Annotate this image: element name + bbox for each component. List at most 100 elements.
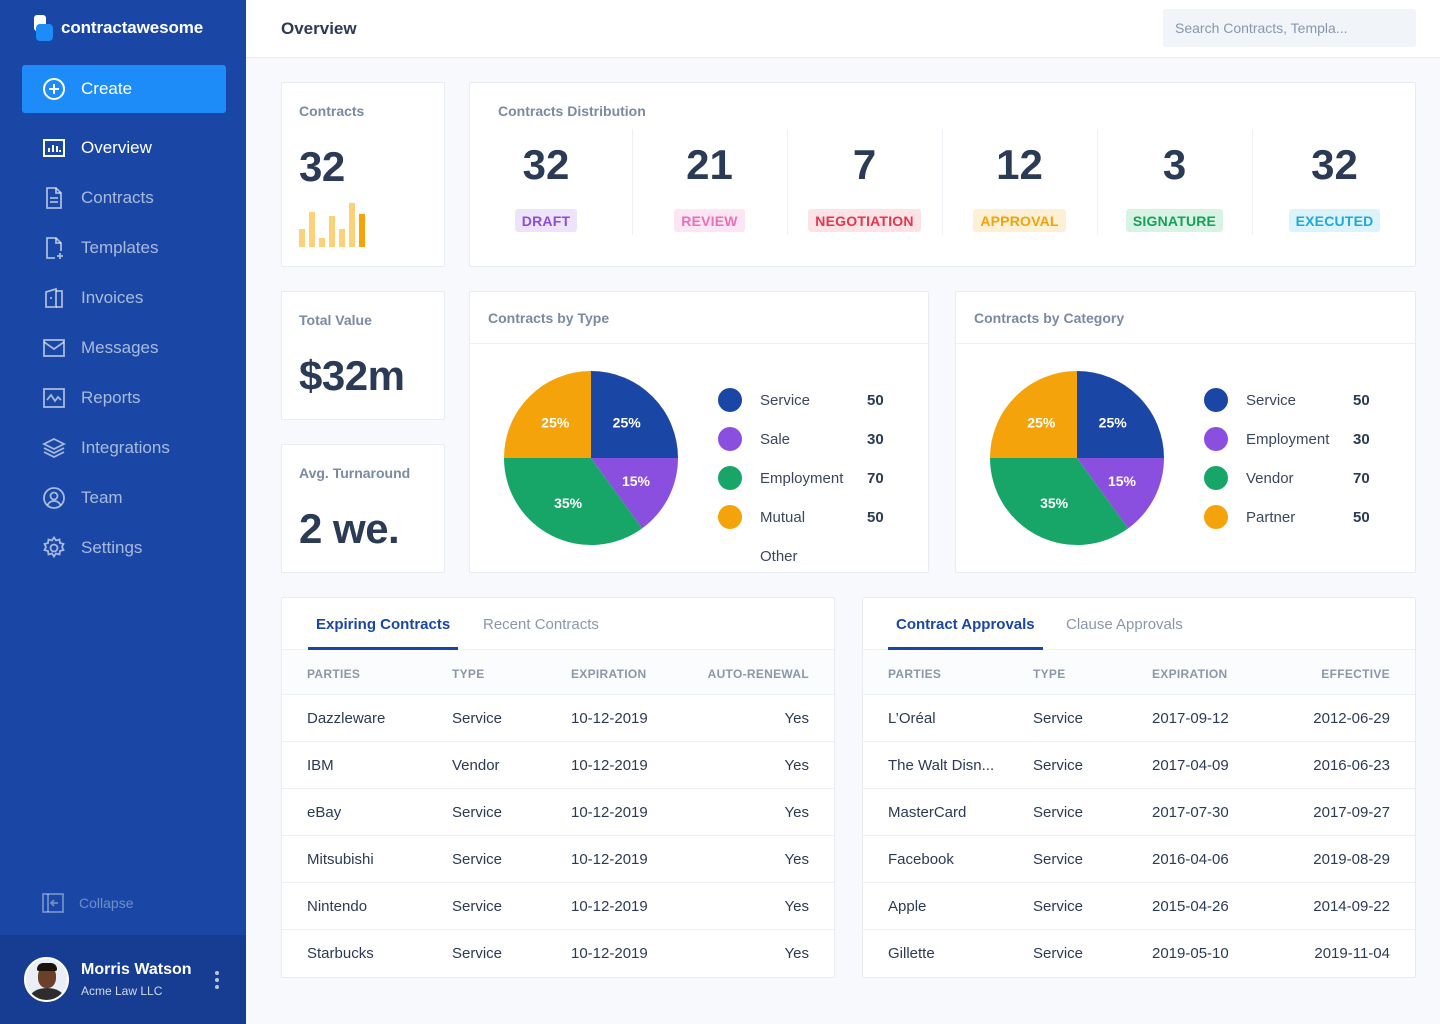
distribution-executed[interactable]: 32 EXECUTED — [1252, 129, 1417, 235]
distribution-count: 21 — [686, 141, 733, 188]
column-header[interactable]: AUTO-RENEWAL — [707, 667, 809, 681]
legend-item[interactable]: Mutual 50 — [718, 505, 884, 529]
sidebar-item-contracts[interactable]: Contracts — [0, 173, 246, 223]
create-button[interactable]: Create — [22, 65, 226, 113]
pie-slice[interactable] — [504, 458, 643, 545]
table-row[interactable]: The Walt Disn... Service 2017-04-09 2016-06… — [863, 742, 1415, 789]
pie-slice[interactable] — [1077, 371, 1164, 458]
mail-icon — [42, 336, 66, 360]
pie-slice[interactable] — [990, 458, 1129, 545]
table-cell: Service — [1033, 804, 1084, 821]
legend-value: 70 — [867, 469, 884, 487]
legend-item[interactable]: Partner 50 — [1204, 505, 1370, 529]
sidebar-item-label: Contracts — [81, 188, 154, 207]
sidebar-item-reports[interactable]: Reports — [0, 373, 246, 423]
table-cell: MasterCard — [888, 804, 967, 821]
table-cell: Service — [1033, 945, 1084, 962]
table-row[interactable]: Nintendo Service 10-12-2019 Yes — [282, 883, 834, 930]
pie-slice[interactable] — [504, 371, 591, 458]
distribution-review[interactable]: 21 REVIEW — [632, 129, 787, 235]
sidebar-item-templates[interactable]: Templates — [0, 223, 246, 273]
table-cell: 2019-11-04 — [1314, 945, 1390, 962]
sidebar-item-messages[interactable]: Messages — [0, 323, 246, 373]
spark-bar — [309, 212, 315, 247]
column-header[interactable]: EXPIRATION — [1152, 667, 1228, 681]
table-row[interactable]: Facebook Service 2016-04-06 2019-08-29 — [863, 836, 1415, 883]
tab-recent-contracts[interactable]: Recent Contracts — [483, 615, 599, 633]
table-cell: Service — [1033, 898, 1084, 915]
pie-slice-label: 25% — [1099, 414, 1128, 430]
divider — [787, 129, 788, 235]
sidebar-item-overview[interactable]: Overview — [0, 123, 246, 173]
user-profile[interactable]: Morris Watson Acme Law LLC — [0, 935, 246, 1024]
spark-bar — [319, 238, 325, 247]
distribution-approval[interactable]: 12 APPROVAL — [942, 129, 1097, 235]
search-input[interactable] — [1163, 9, 1416, 47]
chart-title: Contracts by Type — [488, 310, 610, 326]
contracts-value: 32 — [299, 143, 345, 190]
legend-item[interactable]: Service 50 — [718, 388, 884, 412]
legend-item[interactable]: Employment 30 — [1204, 427, 1370, 451]
table-cell: The Walt Disn... — [888, 757, 995, 774]
table-cell: Service — [1033, 757, 1084, 774]
table-row[interactable]: Mitsubishi Service 10-12-2019 Yes — [282, 836, 834, 883]
column-header[interactable]: EXPIRATION — [571, 667, 647, 681]
distribution-count: 7 — [852, 141, 877, 188]
tab-clause-approvals[interactable]: Clause Approvals — [1066, 615, 1183, 633]
legend-item[interactable]: Service 50 — [1204, 388, 1370, 412]
legend-item[interactable]: Sale 30 — [718, 427, 884, 451]
column-header[interactable]: TYPE — [452, 667, 485, 681]
table-cell: Service — [452, 945, 503, 962]
legend-label: Mutual — [760, 508, 806, 526]
kebab-menu-icon[interactable] — [214, 971, 220, 991]
tab-contract-approvals[interactable]: Contract Approvals — [888, 598, 1043, 650]
sidebar-item-integrations[interactable]: Integrations — [0, 423, 246, 473]
distribution-signature[interactable]: 3 SIGNATURE — [1097, 129, 1252, 235]
pie-slice[interactable] — [1077, 458, 1164, 529]
status-badge: REVIEW — [674, 209, 745, 232]
legend-item[interactable]: Employment 70 — [718, 466, 884, 490]
pie-slice-label: 15% — [1108, 473, 1137, 489]
distribution-count: 12 — [996, 141, 1043, 188]
legend-item[interactable]: Other — [718, 544, 867, 568]
table-row[interactable]: Starbucks Service 10-12-2019 Yes — [282, 930, 834, 977]
pie-slice[interactable] — [591, 371, 678, 458]
table-row[interactable]: Gillette Service 2019-05-10 2019-11-04 — [863, 930, 1415, 977]
sidebar-item-team[interactable]: Team — [0, 473, 246, 523]
table-row[interactable]: Dazzleware Service 10-12-2019 Yes — [282, 695, 834, 742]
column-header[interactable]: PARTIES — [888, 667, 942, 681]
table-cell: Service — [1033, 710, 1084, 727]
table-cell: Mitsubishi — [307, 851, 374, 868]
sidebar-item-label: Settings — [81, 538, 143, 557]
sidebar-item-settings[interactable]: Settings — [0, 523, 246, 573]
table-row[interactable]: L’Oréal Service 2017-09-12 2012-06-29 — [863, 695, 1415, 742]
table-row[interactable]: eBay Service 10-12-2019 Yes — [282, 789, 834, 836]
legend-label: Partner — [1246, 508, 1296, 526]
pie-slice[interactable] — [591, 458, 678, 529]
table-cell: 2017-09-27 — [1313, 804, 1390, 821]
table-row[interactable]: Apple Service 2015-04-26 2014-09-22 — [863, 883, 1415, 930]
column-header[interactable]: EFFECTIVE — [1321, 667, 1390, 681]
column-header[interactable]: TYPE — [1033, 667, 1066, 681]
pie-slice[interactable] — [990, 371, 1077, 458]
table-cell: Yes — [784, 851, 809, 868]
table-cell: Yes — [784, 710, 809, 727]
distribution-negotiation[interactable]: 7 NEGOTIATION — [787, 129, 942, 235]
divider — [632, 129, 633, 235]
sidebar-item-invoices[interactable]: Invoices — [0, 273, 246, 323]
tab-expiring-contracts[interactable]: Expiring Contracts — [308, 598, 459, 650]
column-header[interactable]: PARTIES — [307, 667, 361, 681]
status-badge: DRAFT — [514, 209, 578, 232]
collapse-button[interactable]: Collapse — [42, 892, 133, 914]
table-cell: Service — [452, 710, 503, 727]
contracts-by-category-card: Contracts by Category 25% 15% 35% 25% Servi… — [955, 291, 1416, 573]
distribution-count: 32 — [1311, 141, 1358, 188]
legend-swatch — [718, 388, 742, 412]
brand-logo[interactable]: contractawesome — [34, 14, 203, 42]
table-row[interactable]: MasterCard Service 2017-07-30 2017-09-27 — [863, 789, 1415, 836]
distribution-count: 3 — [1162, 141, 1187, 188]
legend-item[interactable]: Vendor 70 — [1204, 466, 1370, 490]
table-row[interactable]: IBM Vendor 10-12-2019 Yes — [282, 742, 834, 789]
distribution-draft[interactable]: 32 DRAFT — [470, 129, 622, 235]
pie-slice-label: 25% — [1027, 414, 1056, 430]
